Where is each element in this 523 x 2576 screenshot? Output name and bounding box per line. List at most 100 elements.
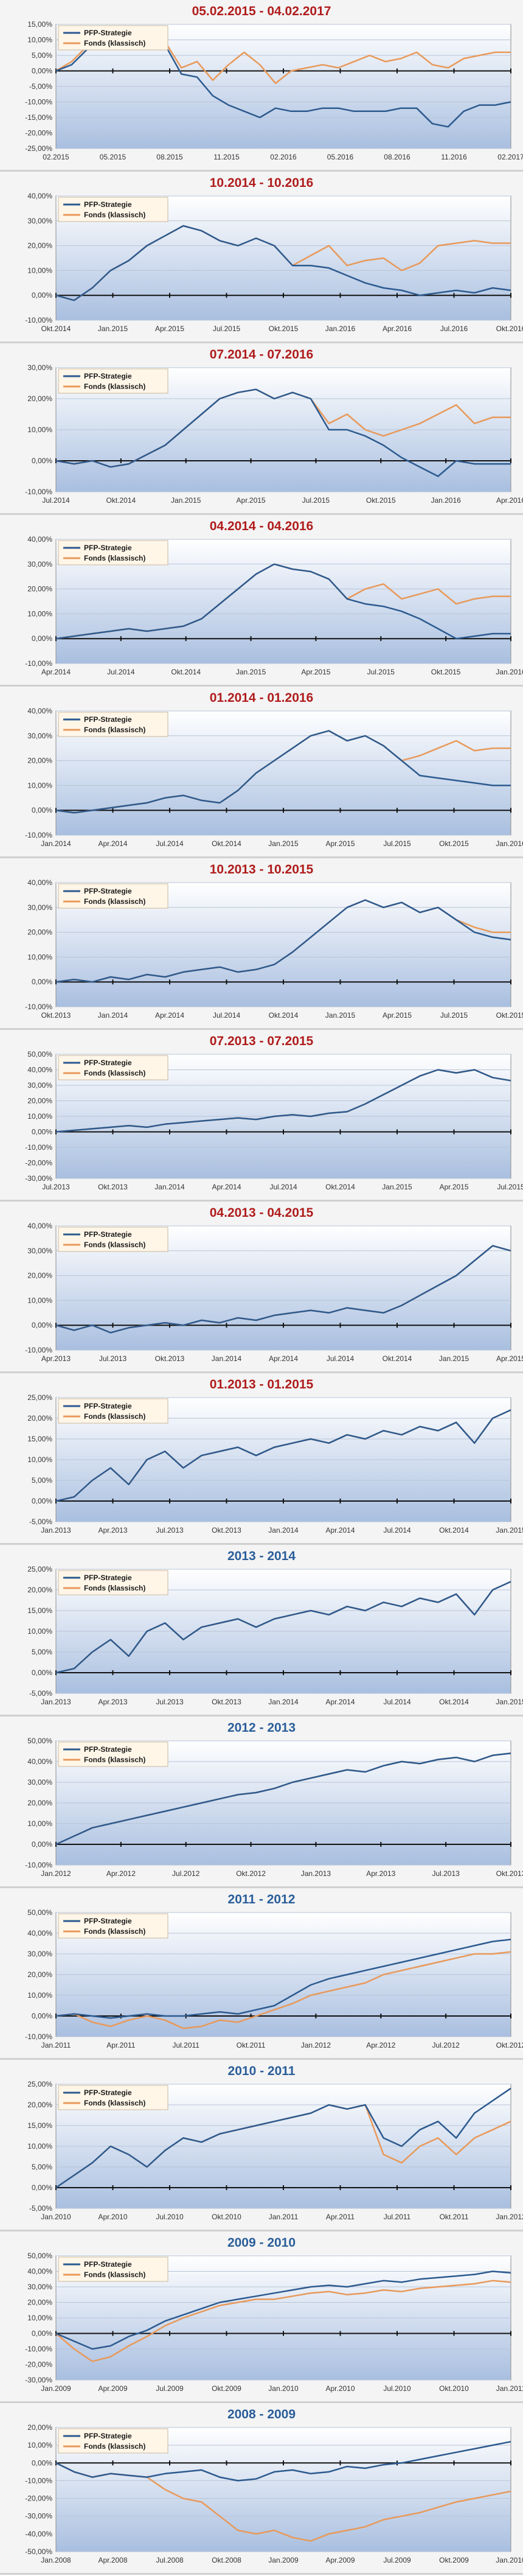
- y-tick-label: 0,00%: [32, 634, 52, 643]
- y-tick-label: 10,00%: [27, 1112, 52, 1121]
- chart-panel: 10.2013 - 10.2015 40,00% 30,00% 20,00% 10,00…: [0, 858, 523, 1030]
- x-tick-label: Jul.2013: [156, 1698, 184, 1706]
- x-tick-label: Apr.2014: [325, 1698, 355, 1706]
- y-tick-label: 0,00%: [32, 978, 52, 986]
- x-tick-label: Apr.2010: [325, 2384, 355, 2393]
- y-tick-label: -10,00%: [25, 1861, 52, 1869]
- line-chart: 50,00% 40,00% 30,00% 20,00% 10,00% 0,00% -10,0…: [25, 1737, 523, 1878]
- x-tick-label: Jul.2013: [432, 1869, 460, 1878]
- x-tick-label: Apr.2009: [325, 2556, 355, 2564]
- series-line-fund: [55, 2280, 511, 2362]
- x-tick-label: Jul.2014: [156, 839, 184, 848]
- y-tick-label: 40,00%: [27, 1066, 52, 1074]
- x-tick-label: Jul.2011: [384, 2213, 411, 2221]
- chart-title: 01.2013 - 01.2015: [209, 1377, 314, 1391]
- x-tick-label: Apr.2013: [41, 1354, 71, 1363]
- legend-label-strategy: PFP-Strategie: [84, 2432, 132, 2440]
- y-tick-label: 25,00%: [27, 2080, 52, 2088]
- series-line-strategy: [55, 388, 511, 477]
- y-tick-label: 10,00%: [27, 2142, 52, 2151]
- y-tick-label: 10,00%: [27, 953, 52, 961]
- y-tick-label: -5,00%: [29, 1689, 52, 1698]
- x-tick-label: Apr.2015: [439, 1183, 468, 1191]
- x-tick-label: Jan.2016: [496, 839, 523, 848]
- y-tick-label: -10,00%: [25, 831, 52, 839]
- y-tick-label: -5,00%: [29, 82, 52, 91]
- chart-panel: 2008 - 2009 20,00% 10,00% 0,00% -10,00% -20,0…: [0, 2403, 523, 2575]
- y-tick-label: 10,00%: [27, 2314, 52, 2322]
- y-tick-label: -50,00%: [25, 2547, 52, 2556]
- x-tick-label: Apr.2015: [301, 668, 330, 676]
- y-tick-label: 10,00%: [27, 2441, 52, 2449]
- y-tick-label: 0,00%: [32, 1497, 52, 1505]
- chart-title: 04.2014 - 04.2016: [209, 519, 314, 533]
- y-tick-label: -10,00%: [25, 316, 52, 324]
- y-tick-label: 10,00%: [27, 425, 52, 434]
- chart-panel: 05.02.2015 - 04.02.2017 15,00% 10,00% 5,00%…: [0, 0, 523, 172]
- y-tick-label: 20,00%: [27, 1586, 52, 1594]
- legend-label-strategy: PFP-Strategie: [84, 1573, 132, 1582]
- x-tick-label: Okt.2013: [496, 1869, 523, 1878]
- y-tick-label: 20,00%: [27, 394, 52, 403]
- y-tick-label: 40,00%: [27, 1929, 52, 1937]
- x-tick-label: Okt.2009: [212, 2384, 241, 2393]
- x-tick-label: Apr.2012: [106, 1869, 136, 1878]
- chart-panel: 2009 - 2010 50,00% 40,00% 30,00% 20,00% 10,00…: [0, 2231, 523, 2403]
- x-tick-label: Jul.2010: [156, 2213, 184, 2221]
- x-tick-label: Apr.2012: [366, 2041, 395, 2049]
- series-line-strategy: [55, 1409, 511, 1502]
- legend-box: [58, 1570, 168, 1595]
- y-tick-label: 20,00%: [27, 1272, 52, 1280]
- y-tick-label: 0,00%: [32, 1128, 52, 1136]
- y-tick-label: 50,00%: [27, 2252, 52, 2260]
- legend-box: [58, 883, 168, 909]
- y-tick-label: 15,00%: [27, 2121, 52, 2130]
- y-tick-label: 5,00%: [32, 1648, 52, 1656]
- x-tick-label: Jul.2015: [367, 668, 395, 676]
- legend-label-fund: Fonds (klassisch): [84, 1241, 145, 1249]
- x-tick-label: Apr.2015: [325, 839, 355, 848]
- chart-panel: 2010 - 2011 25,00% 20,00% 15,00% 10,00% 5,00%…: [0, 2060, 523, 2231]
- y-tick-label: 5,00%: [32, 1476, 52, 1485]
- x-tick-label: Jan.2015: [382, 1183, 412, 1191]
- x-tick-label: Jul.2013: [99, 1354, 127, 1363]
- x-tick-label: Okt.2014: [41, 324, 71, 333]
- y-tick-label: 20,00%: [27, 1097, 52, 1105]
- x-tick-label: Apr.2014: [212, 1183, 241, 1191]
- x-tick-label: Jan.2016: [325, 324, 356, 333]
- chart-panel: 2012 - 2013 50,00% 40,00% 30,00% 20,00% 10,00…: [0, 1717, 523, 1888]
- series-line-strategy: [55, 1245, 511, 1334]
- x-tick-label: Jul.2014: [383, 1698, 411, 1706]
- x-tick-label: Apr.2016: [383, 324, 412, 333]
- x-tick-label: Okt.2010: [439, 2384, 469, 2393]
- y-tick-label: 50,00%: [27, 1050, 52, 1059]
- legend-box: [58, 2256, 168, 2282]
- x-tick-label: 02.2015: [43, 153, 69, 161]
- x-tick-label: Okt.2012: [236, 1869, 266, 1878]
- x-tick-label: Jan.2014: [41, 839, 71, 848]
- y-tick-label: 10,00%: [27, 36, 52, 44]
- series-line-strategy: [55, 2270, 511, 2350]
- x-tick-label: Apr.2015: [383, 1011, 412, 1020]
- chart-title: 2013 - 2014: [227, 1549, 296, 1563]
- y-tick-label: 30,00%: [27, 363, 52, 372]
- x-tick-label: Okt.2013: [155, 1354, 185, 1363]
- y-tick-label: -20,00%: [25, 129, 52, 138]
- chart-title: 2011 - 2012: [227, 1892, 296, 1906]
- legend-label-fund: Fonds (klassisch): [84, 382, 145, 391]
- y-tick-label: 20,00%: [27, 1970, 52, 1979]
- chart-panel: 01.2014 - 01.2016 40,00% 30,00% 20,00% 10,00…: [0, 687, 523, 858]
- chart-title: 04.2013 - 04.2015: [209, 1206, 314, 1220]
- legend-box: [58, 1227, 168, 1252]
- x-tick-label: Apr.2011: [326, 2213, 355, 2221]
- x-tick-label: Jul.2014: [107, 668, 135, 676]
- x-tick-label: Jan.2011: [269, 2213, 299, 2221]
- line-chart: 25,00% 20,00% 15,00% 10,00% 5,00% 0,00% -5,00%…: [27, 2080, 523, 2221]
- legend-label-strategy: PFP-Strategie: [84, 715, 132, 724]
- x-tick-label: Apr.2014: [325, 1526, 355, 1535]
- x-tick-label: Jan.2015: [171, 496, 201, 505]
- x-tick-label: Jul.2008: [156, 2556, 184, 2564]
- legend-label-fund: Fonds (klassisch): [84, 2099, 145, 2107]
- x-tick-label: Jan.2014: [268, 1526, 299, 1535]
- x-tick-label: Apr.2014: [155, 1011, 184, 1020]
